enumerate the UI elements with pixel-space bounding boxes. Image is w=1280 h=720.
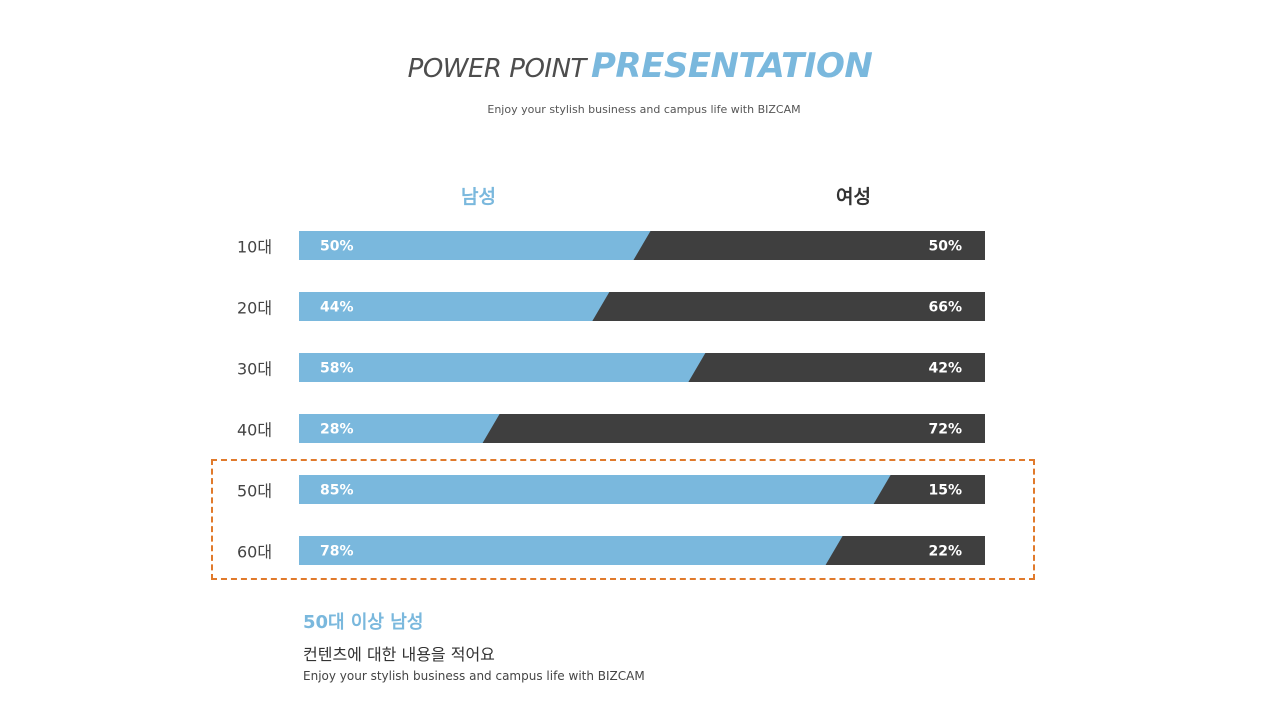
bar-male — [299, 231, 651, 260]
callout-sub: Enjoy your stylish business and campus l… — [303, 669, 645, 683]
title-part1: POWER POINT — [407, 54, 587, 84]
value-label-male: 58% — [320, 361, 354, 377]
category-label: 40대 — [237, 421, 272, 440]
value-label-male: 28% — [320, 422, 354, 438]
bar-male — [299, 292, 610, 321]
page-subtitle: Enjoy your stylish business and campus l… — [487, 103, 801, 116]
callout-title: 50대 이상 남성 — [303, 612, 424, 633]
value-label-male: 44% — [320, 300, 354, 316]
category-label: 60대 — [237, 543, 272, 562]
bar-male — [299, 414, 500, 443]
value-label-female: 15% — [928, 483, 962, 499]
category-label: 10대 — [237, 238, 272, 257]
callout-body: 컨텐츠에 대한 내용을 적어요 — [303, 645, 495, 664]
legend-male: 남성 — [461, 186, 496, 208]
value-label-male: 78% — [320, 544, 354, 560]
value-label-male: 50% — [320, 239, 354, 255]
value-label-female: 50% — [928, 239, 962, 255]
legend-female: 여성 — [836, 186, 871, 208]
category-label: 30대 — [237, 360, 272, 379]
page-title: POWER POINT PRESENTATION — [0, 46, 1280, 86]
highlight-box — [211, 459, 1035, 580]
bar-male — [299, 353, 706, 382]
value-label-male: 85% — [320, 483, 354, 499]
category-label: 20대 — [237, 299, 272, 318]
category-label: 50대 — [237, 482, 272, 501]
bar-male — [299, 475, 891, 504]
value-label-female: 66% — [928, 300, 962, 316]
bar-male — [299, 536, 843, 565]
value-label-female: 22% — [928, 544, 962, 560]
title-part2: PRESENTATION — [591, 46, 873, 86]
value-label-female: 42% — [928, 361, 962, 377]
value-label-female: 72% — [928, 422, 962, 438]
